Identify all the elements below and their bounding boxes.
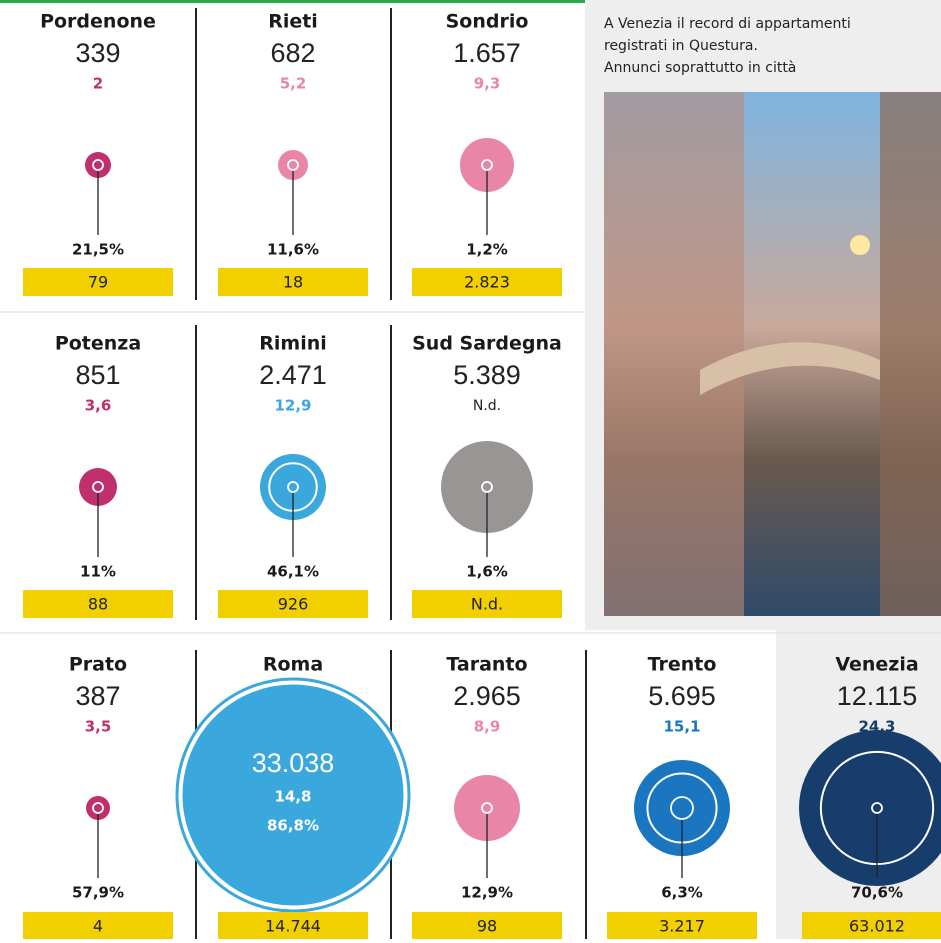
city-count: 5.695 xyxy=(648,681,716,711)
city-count: 12.115 xyxy=(837,681,918,711)
center-dot xyxy=(670,796,694,820)
ads-value: 79 xyxy=(88,273,108,292)
city-rate: 3,6 xyxy=(85,397,112,415)
ads-value: 14.744 xyxy=(265,917,321,936)
ads-bar xyxy=(802,912,941,939)
city-count: 2.471 xyxy=(259,360,327,390)
city-share: 1,6% xyxy=(466,563,508,581)
center-dot xyxy=(481,159,493,171)
center-dot xyxy=(481,481,493,493)
caption-line: registrati in Questura. xyxy=(604,38,758,54)
city-count: 33.038 xyxy=(252,748,335,778)
city-share: 12,9% xyxy=(461,884,513,902)
city-share: 57,9% xyxy=(72,884,124,902)
ads-bar xyxy=(607,912,757,939)
city-count: 2.965 xyxy=(453,681,521,711)
city-count: 339 xyxy=(75,38,120,68)
city-name: Sondrio xyxy=(446,11,529,33)
city-count: 851 xyxy=(75,360,120,390)
photo-bridge xyxy=(700,342,880,395)
ads-value: 926 xyxy=(278,595,309,614)
city-rate: 8,9 xyxy=(474,718,501,736)
ads-value: 4 xyxy=(93,917,103,936)
ads-bar xyxy=(218,268,368,296)
city-circle xyxy=(799,730,941,886)
city-share: 70,6% xyxy=(851,884,903,902)
city-name: Prato xyxy=(69,654,127,676)
city-name: Pordenone xyxy=(40,11,156,33)
city-rate: N.d. xyxy=(473,398,501,414)
photo-lamp xyxy=(850,235,870,255)
city-rate: 12,9 xyxy=(274,397,311,415)
city-rate: 5,2 xyxy=(280,75,307,93)
city-share: 11% xyxy=(80,563,116,581)
photo-building xyxy=(604,92,744,616)
ads-bar xyxy=(412,912,562,939)
city-name: Rimini xyxy=(259,333,327,355)
caption-line: Annunci soprattutto in città xyxy=(604,60,796,76)
city-count: 682 xyxy=(270,38,315,68)
city-share: 1,2% xyxy=(466,241,508,259)
center-dot xyxy=(481,802,493,814)
ads-bar xyxy=(23,912,173,939)
ads-value: 88 xyxy=(88,595,108,614)
city-count: 5.389 xyxy=(453,360,521,390)
ads-bar xyxy=(218,912,368,939)
ads-value: 98 xyxy=(477,917,497,936)
ads-bar xyxy=(23,590,173,618)
ads-bar xyxy=(23,268,173,296)
city-circle xyxy=(177,679,409,911)
city-rate: 3,5 xyxy=(85,718,112,736)
city-rate: 15,1 xyxy=(663,718,700,736)
ads-value: 63.012 xyxy=(849,917,905,936)
caption-line: A Venezia il record di appartamenti xyxy=(604,16,851,32)
city-share: 46,1% xyxy=(267,563,319,581)
center-dot xyxy=(92,802,104,814)
city-name: Rieti xyxy=(268,11,318,33)
ads-value: 3.217 xyxy=(659,917,705,936)
ads-bar xyxy=(218,590,368,618)
top-rule xyxy=(0,0,941,3)
city-name: Roma xyxy=(263,654,323,676)
city-rate: 9,3 xyxy=(474,75,501,93)
city-name: Trento xyxy=(648,654,717,676)
city-name: Venezia xyxy=(835,654,918,676)
city-share: 6,3% xyxy=(661,884,703,902)
city-name: Sud Sardegna xyxy=(412,333,562,355)
city-count: 1.657 xyxy=(453,38,521,68)
city-share: 86,8% xyxy=(267,817,319,835)
ads-value: N.d. xyxy=(471,595,503,614)
city-name: Potenza xyxy=(55,333,141,355)
photo-building xyxy=(880,92,941,616)
center-dot xyxy=(871,802,883,814)
ads-value: 2.823 xyxy=(464,273,510,292)
city-name: Taranto xyxy=(446,654,527,676)
ads-value: 18 xyxy=(283,273,303,292)
ads-bar xyxy=(412,268,562,296)
city-count: 387 xyxy=(75,681,120,711)
center-dot xyxy=(92,481,104,493)
ads-bar xyxy=(412,590,562,618)
city-rate: 2 xyxy=(93,75,103,93)
center-dot xyxy=(287,481,299,493)
city-share: 11,6% xyxy=(267,241,319,259)
center-dot xyxy=(92,159,104,171)
city-rate: 14,8 xyxy=(274,788,311,806)
city-share: 21,5% xyxy=(72,241,124,259)
center-dot xyxy=(287,159,299,171)
city-circle-outline xyxy=(175,677,411,913)
